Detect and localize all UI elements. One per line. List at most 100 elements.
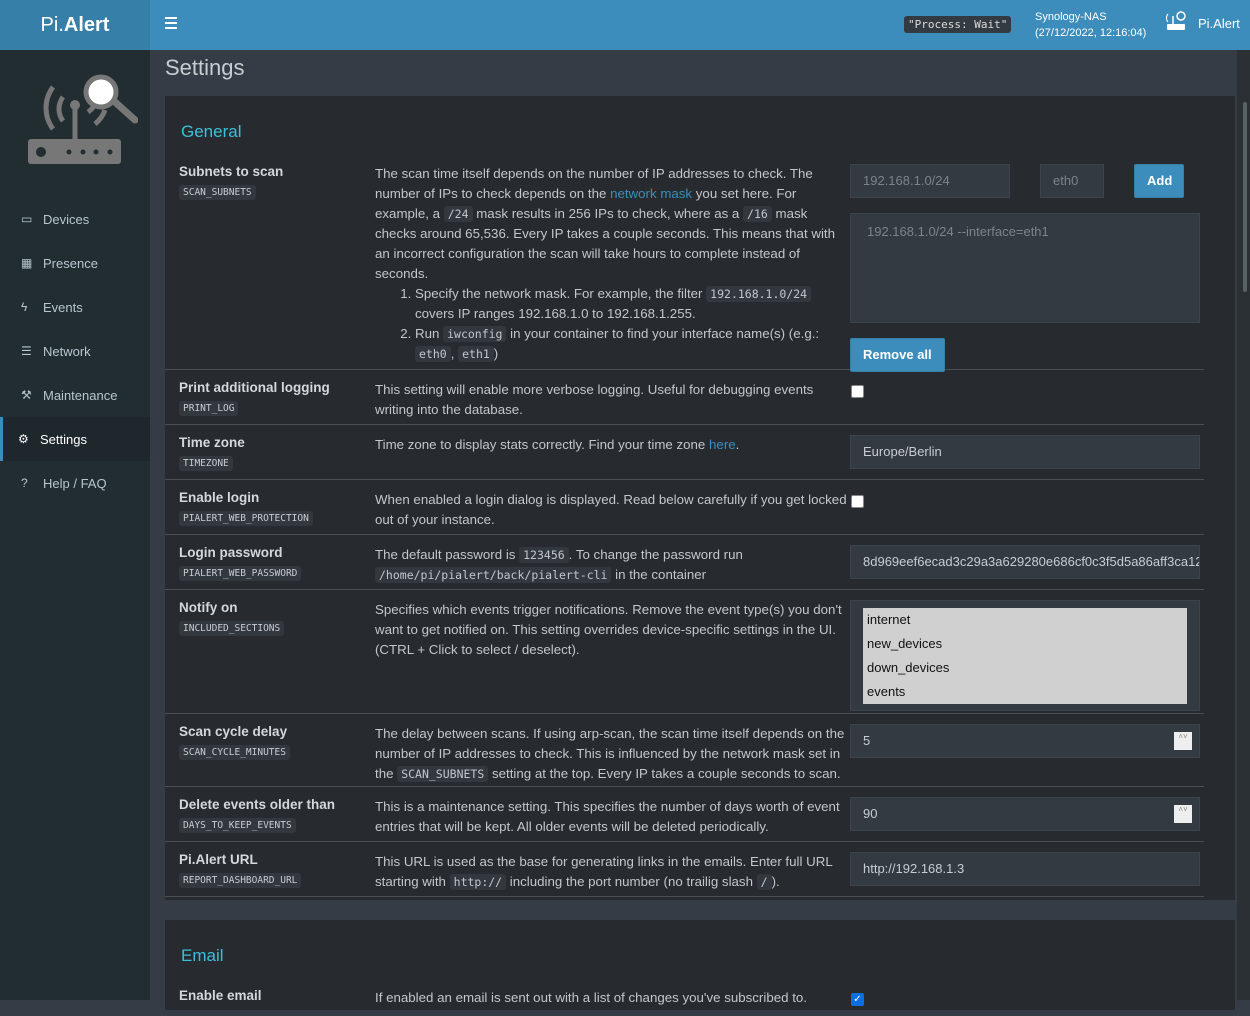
inline-code: http:// bbox=[449, 874, 507, 890]
setting-row-login-password: Login password PIALERT_WEB_PASSWORD The de… bbox=[165, 535, 1204, 590]
desc-text: The scan time itself depends on the numb… bbox=[375, 166, 813, 201]
step-item: Specify the network mask. For example, t… bbox=[415, 284, 850, 324]
desc-text: in the container bbox=[611, 567, 707, 582]
laptop-icon: ▭ bbox=[21, 212, 33, 226]
setting-control bbox=[850, 380, 1200, 416]
select-option[interactable]: new_devices bbox=[867, 636, 943, 651]
setting-row-enable-login: Enable login PIALERT_WEB_PROTECTION When e… bbox=[165, 480, 1204, 535]
setting-text-input[interactable]: http://192.168.1.3 bbox=[850, 852, 1200, 886]
setting-control: 5 ˄˅ bbox=[850, 724, 1200, 778]
desc-text: in your container to find your interface… bbox=[506, 326, 820, 341]
inline-code: /16 bbox=[743, 206, 772, 222]
settings-list-general: Subnets to scan SCAN_SUBNETS The scan time… bbox=[165, 154, 1204, 897]
help-link[interactable]: here bbox=[709, 437, 736, 452]
setting-description: Specifies which events trigger notificat… bbox=[375, 600, 850, 705]
desc-text: Time zone to display stats correctly. Fi… bbox=[375, 437, 710, 452]
user-menu[interactable]: Pi.Alert bbox=[1198, 16, 1240, 31]
setting-text-input[interactable]: Europe/Berlin bbox=[850, 435, 1200, 469]
sidebar-item-help-faq[interactable]: ? Help / FAQ bbox=[0, 461, 150, 505]
sidebar-item-label: Presence bbox=[43, 255, 98, 271]
select-option[interactable]: events bbox=[867, 684, 906, 699]
setting-control: Europe/Berlin bbox=[850, 435, 1200, 471]
server-icon: ☰ bbox=[21, 344, 32, 358]
inline-code: SCAN_SUBNETS bbox=[397, 766, 489, 782]
desc-text: The default password is bbox=[375, 547, 520, 562]
setting-row-print-additional-logging: Print additional logging PRINT_LOG This se… bbox=[165, 370, 1204, 425]
setting-label: Notify on INCLUDED_SECTIONS bbox=[165, 600, 375, 705]
pialert-logo-icon bbox=[28, 74, 138, 164]
help-link[interactable]: network mask bbox=[610, 186, 693, 201]
setting-name: Login password bbox=[179, 545, 283, 560]
general-settings-panel: General Subnets to scan SCAN_SUBNETS The s… bbox=[165, 96, 1235, 900]
setting-label: Enable login PIALERT_WEB_PROTECTION bbox=[165, 490, 375, 526]
stepper-icon[interactable]: ˄˅ bbox=[1174, 732, 1192, 750]
setting-number-input[interactable]: 5 ˄˅ bbox=[850, 724, 1200, 758]
bolt-icon: ϟ bbox=[21, 300, 28, 314]
select-option[interactable]: down_devices bbox=[867, 660, 950, 675]
sidebar-item-maintenance[interactable]: ⚒ Maintenance bbox=[0, 373, 150, 417]
select-option[interactable]: internet bbox=[867, 612, 911, 627]
setting-label: Pi.Alert URL REPORT_DASHBOARD_URL bbox=[165, 852, 375, 888]
setting-control bbox=[850, 490, 1200, 526]
setting-description: This URL is used as the base for generat… bbox=[375, 852, 850, 890]
setting-description: The default password is 123456. To chang… bbox=[375, 545, 850, 583]
setting-description: This setting will enable more verbose lo… bbox=[375, 380, 850, 417]
sidebar-item-events[interactable]: ϟ Events bbox=[0, 285, 150, 329]
desc-text: This URL is used as the base for generat… bbox=[375, 854, 833, 889]
interface-input[interactable]: eth0 bbox=[1040, 164, 1104, 198]
number-value: 5 bbox=[863, 733, 871, 748]
inline-code: 192.168.1.0/24 bbox=[706, 286, 812, 302]
add-button[interactable]: Add bbox=[1134, 164, 1184, 198]
menu-toggle-icon[interactable] bbox=[165, 17, 177, 31]
inline-code: iwconfig bbox=[443, 326, 507, 342]
subnet-list[interactable]: 192.168.1.0/24 --interface=eth1 bbox=[850, 213, 1200, 323]
desc-text: setting at the top. Every IP takes a cou… bbox=[488, 766, 841, 781]
description-steps: Specify the network mask. For example, t… bbox=[375, 284, 850, 364]
desc-text: ) bbox=[493, 346, 499, 361]
sidebar-item-network[interactable]: ☰ Network bbox=[0, 329, 150, 373]
scrollbar-thumb[interactable] bbox=[1243, 102, 1247, 292]
stepper-icon[interactable]: ˄˅ bbox=[1174, 805, 1192, 823]
question-icon: ? bbox=[21, 476, 28, 490]
desc-text: . To change the password run bbox=[568, 547, 743, 562]
remove-all-button[interactable]: Remove all bbox=[850, 338, 945, 372]
setting-name: Enable email bbox=[179, 988, 262, 1003]
setting-checkbox[interactable] bbox=[851, 495, 864, 508]
sidebar-item-label: Settings bbox=[40, 431, 87, 447]
logo-bold: Alert bbox=[63, 14, 110, 36]
description-paragraph: When enabled a login dialog is displayed… bbox=[375, 490, 850, 530]
setting-row-delete-events-older-than: Delete events older than DAYS_TO_KEEP_EVE… bbox=[165, 787, 1204, 842]
setting-row-pi-alert-url: Pi.Alert URL REPORT_DASHBOARD_URL This URL… bbox=[165, 842, 1204, 897]
desc-text: you set here. For example, a bbox=[375, 186, 797, 221]
inline-code: eth0 bbox=[415, 346, 451, 362]
gear-icon: ⚙ bbox=[18, 432, 29, 446]
page-scrollbar[interactable] bbox=[1237, 50, 1250, 1000]
desc-text: When enabled a login dialog is displayed… bbox=[375, 492, 847, 527]
setting-label: Delete events older than DAYS_TO_KEEP_EVE… bbox=[165, 797, 375, 833]
setting-checkbox[interactable] bbox=[851, 385, 864, 398]
setting-name: Pi.Alert URL bbox=[179, 852, 258, 867]
setting-name: Time zone bbox=[179, 435, 245, 450]
sidebar-item-settings[interactable]: ⚙ Settings bbox=[0, 417, 150, 461]
top-navbar: Pi.Alert "Process: Wait" Synology-NAS (27… bbox=[0, 0, 1250, 50]
desc-text: This setting will enable more verbose lo… bbox=[375, 382, 814, 417]
app-logo[interactable]: Pi.Alert bbox=[0, 0, 150, 50]
desc-text: . bbox=[735, 437, 740, 452]
subnet-list-item[interactable]: 192.168.1.0/24 --interface=eth1 bbox=[867, 224, 1049, 239]
setting-text-input[interactable]: 8d969eef6ecad3c29a3a629280e686cf0c3f5d5a… bbox=[850, 545, 1200, 579]
setting-key: PIALERT_WEB_PASSWORD bbox=[179, 566, 302, 581]
setting-description: Time zone to display stats correctly. Fi… bbox=[375, 435, 850, 471]
sidebar-item-presence[interactable]: ▦ Presence bbox=[0, 241, 150, 285]
desc-text: Run bbox=[415, 326, 444, 341]
sidebar-item-devices[interactable]: ▭ Devices bbox=[0, 197, 150, 241]
subnet-input[interactable]: 192.168.1.0/24 bbox=[850, 164, 1010, 198]
section-title-general: General bbox=[181, 122, 242, 141]
sidebar-item-label: Network bbox=[43, 343, 91, 359]
desc-text: , bbox=[450, 346, 459, 361]
setting-control: 192.168.1.0/24 eth0 Add 192.168.1.0/24 --in… bbox=[850, 164, 1200, 372]
setting-number-input[interactable]: 90 ˄˅ bbox=[850, 797, 1200, 831]
inline-code: /24 bbox=[443, 206, 473, 222]
interface-placeholder: eth0 bbox=[1053, 173, 1079, 188]
setting-name: Enable login bbox=[179, 490, 260, 505]
